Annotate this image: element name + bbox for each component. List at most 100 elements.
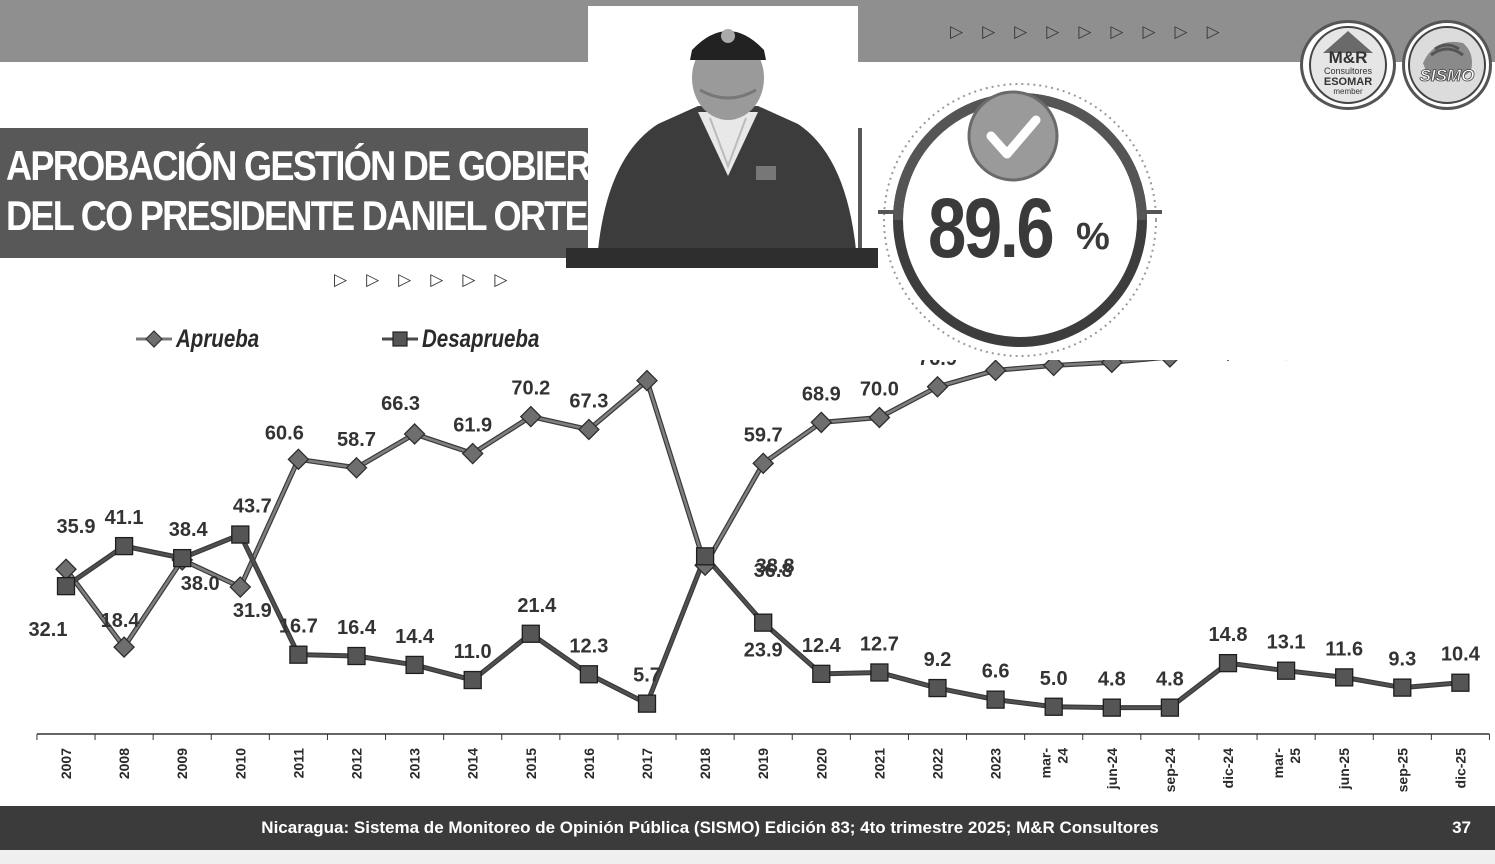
mr-consultores-logo: M&R Consultores ESOMAR member — [1300, 20, 1396, 110]
svg-text:jun-25: jun-25 — [1336, 748, 1352, 790]
x-tick-label: 2015 — [523, 748, 539, 779]
desaprueba-data-label: 21.4 — [517, 595, 557, 617]
x-tick-label: 2022 — [930, 748, 946, 779]
aprueba-data-label: 18.4 — [101, 610, 141, 632]
svg-text:mar-: mar- — [1270, 748, 1286, 779]
x-tick-label: 2009 — [174, 748, 190, 779]
x-tick-label: 2017 — [639, 748, 655, 779]
desaprueba-data-label: 4.8 — [1098, 669, 1126, 691]
aprueba-data-label: 70.0 — [860, 379, 899, 401]
aprueba-data-label: 67.3 — [569, 391, 608, 413]
x-tick-label: 2019 — [755, 748, 771, 779]
x-tick-label: dic-24 — [1220, 748, 1236, 789]
desaprueba-data-label: 12.3 — [569, 635, 608, 657]
svg-text:jun-24: jun-24 — [1104, 748, 1120, 790]
legend-desaprueba: Desaprueba — [382, 324, 565, 354]
x-tick-label: dic-25 — [1452, 748, 1468, 789]
aprueba-point — [1100, 360, 1123, 374]
desaprueba-data-label: 13.1 — [1267, 632, 1306, 654]
desaprueba-point — [173, 548, 192, 568]
svg-text:mar-: mar- — [1038, 748, 1054, 779]
svg-text:2013: 2013 — [407, 748, 423, 779]
aprueba-point — [636, 369, 658, 392]
aprueba-data-label: 61.9 — [453, 415, 492, 437]
triangle-arrow-icon: ▷ — [1142, 22, 1175, 42]
x-tick-label: 2016 — [581, 748, 597, 779]
page-number: 37 — [1452, 818, 1471, 837]
desaprueba-data-label: 38.8 — [756, 555, 795, 577]
desaprueba-data-label: 14.4 — [395, 626, 435, 648]
x-tick-label: 2023 — [988, 748, 1004, 779]
aprueba-point — [461, 442, 484, 465]
aprueba-point — [752, 452, 775, 475]
triangle-arrow-icon: ▷ — [1174, 22, 1207, 42]
aprueba-data-label: 59.7 — [744, 424, 783, 446]
desaprueba-data-label: 16.4 — [337, 617, 377, 639]
x-tick-label: 2008 — [116, 748, 132, 779]
desaprueba-data-label: 6.6 — [982, 661, 1010, 683]
aprueba-data-label: 31.9 — [233, 600, 272, 622]
x-tick-label: 2007 — [58, 748, 74, 779]
triangle-arrow-icon: ▷ — [1078, 22, 1111, 42]
svg-text:ESOMAR: ESOMAR — [1324, 76, 1372, 88]
desaprueba-data-label: 43.7 — [233, 496, 272, 518]
desaprueba-data-label: 38.4 — [169, 519, 209, 541]
desaprueba-data-label: 11.0 — [454, 641, 492, 663]
aprueba-data-label: 70.2 — [511, 378, 550, 400]
x-tick-label: 2010 — [232, 748, 248, 779]
desaprueba-point — [1451, 673, 1470, 692]
desaprueba-data-label: 12.7 — [860, 633, 899, 655]
desaprueba-data-label: 10.4 — [1441, 644, 1481, 666]
bottom-strip — [0, 850, 1495, 864]
source-note: Nicaragua: Sistema de Monitoreo de Opini… — [261, 818, 1159, 837]
triangle-arrow-icon: ▷ — [430, 270, 463, 290]
svg-text:2009: 2009 — [174, 748, 190, 779]
checkmark-icon — [986, 115, 1041, 159]
svg-text:2021: 2021 — [871, 748, 887, 779]
x-tick-label: 2011 — [290, 748, 306, 779]
x-tick-label: mar- 25 — [1270, 748, 1303, 779]
legend-aprueba: Aprueba — [136, 324, 277, 354]
desaprueba-point — [754, 613, 773, 632]
svg-text:2007: 2007 — [58, 748, 74, 779]
aprueba-point — [926, 375, 949, 398]
desaprueba-point — [1276, 661, 1296, 680]
aprueba-point — [403, 423, 426, 445]
desaprueba-point — [1393, 678, 1412, 697]
svg-text:2022: 2022 — [930, 748, 946, 779]
aprueba-data-label: 68.9 — [802, 383, 841, 405]
svg-text:25: 25 — [1287, 748, 1303, 764]
aprueba-point — [287, 448, 310, 471]
title-line-1: APROBACIÓN GESTIÓN DE GOBIERNO — [6, 142, 642, 189]
svg-text:2017: 2017 — [639, 748, 655, 779]
triangle-arrow-icon: ▷ — [366, 270, 399, 290]
svg-text:2014: 2014 — [465, 748, 481, 779]
svg-text:2019: 2019 — [755, 748, 771, 779]
svg-text:member: member — [1333, 87, 1363, 96]
desaprueba-point — [1102, 698, 1121, 717]
triangle-arrow-icon: ▷ — [950, 22, 983, 42]
desaprueba-point — [986, 690, 1005, 709]
x-tick-label: 2018 — [697, 748, 713, 779]
x-tick-label: 2021 — [871, 748, 887, 779]
svg-text:M&R: M&R — [1329, 48, 1368, 67]
x-tick-label: jun-25 — [1336, 748, 1352, 790]
desaprueba-point — [695, 547, 715, 566]
desaprueba-data-label: 5.7 — [633, 665, 661, 687]
svg-text:Consultores: Consultores — [1324, 66, 1373, 76]
svg-text:dic-25: dic-25 — [1452, 748, 1468, 789]
desaprueba-point — [521, 624, 540, 643]
desaprueba-point — [637, 694, 657, 713]
legend-label-desaprueba: Desaprueba — [422, 324, 540, 353]
desaprueba-point — [231, 525, 250, 544]
aprueba-data-label: 35.9 — [57, 516, 96, 538]
desaprueba-data-label: 16.7 — [279, 616, 318, 638]
title-arrow-row: ▷▷▷▷▷▷ — [334, 270, 526, 290]
aprueba-point — [810, 411, 833, 434]
desaprueba-data-label: 11.6 — [1325, 638, 1363, 660]
desaprueba-data-label: 41.1 — [105, 507, 144, 529]
triangle-arrow-icon: ▷ — [1046, 22, 1079, 42]
aprueba-point — [345, 456, 368, 479]
desaprueba-data-label: 9.2 — [924, 649, 952, 671]
x-tick-label: 2020 — [813, 748, 829, 779]
